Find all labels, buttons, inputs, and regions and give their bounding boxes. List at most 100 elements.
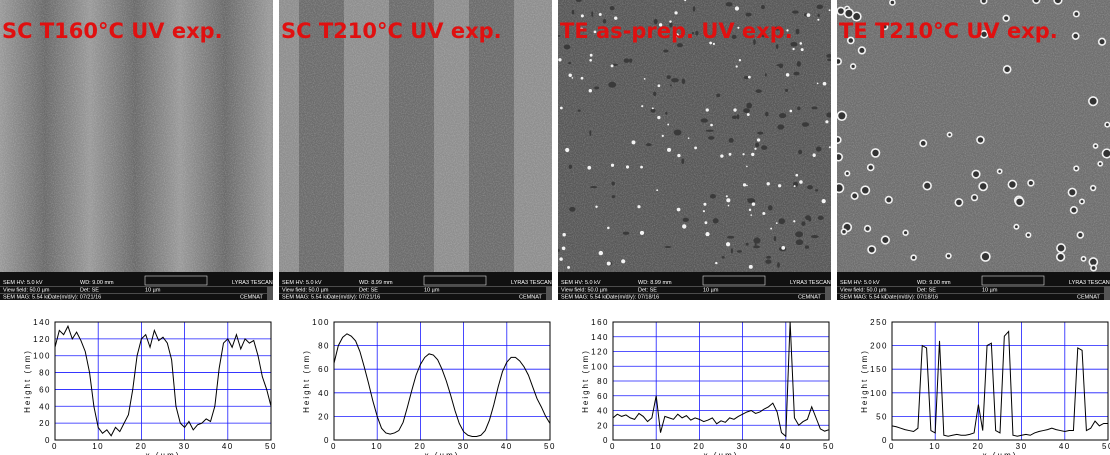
particle <box>561 246 566 251</box>
particle <box>766 182 770 186</box>
info-date: Date(m/d/y): 07/21/16 <box>327 295 380 301</box>
info-mag: SEM MAG: 5.54 kx <box>840 295 887 301</box>
grain <box>797 106 801 111</box>
info-wd: WD: 8.99 mm <box>359 280 393 286</box>
ring <box>889 0 896 6</box>
particle <box>559 106 563 110</box>
particle <box>746 113 750 116</box>
grain <box>645 143 652 147</box>
ring <box>1055 252 1066 262</box>
particle <box>737 26 740 29</box>
particle <box>709 41 713 45</box>
particle <box>562 232 566 237</box>
info-mag: SEM MAG: 5.54 kx <box>282 295 329 301</box>
x-tick-label: 30 <box>1016 442 1028 451</box>
scale-bar <box>423 275 487 286</box>
grain <box>793 71 800 76</box>
ring <box>1069 206 1078 215</box>
info-view: View field: 50.0 µm <box>561 288 608 294</box>
particle <box>702 210 706 213</box>
grain <box>700 118 708 123</box>
particle <box>751 152 755 157</box>
grain <box>765 111 769 117</box>
grain <box>765 259 772 264</box>
y-tick-label: 160 <box>591 318 609 327</box>
scale-bar <box>981 275 1045 286</box>
particle <box>676 207 681 212</box>
particle <box>677 153 681 158</box>
y-tick-label: 0 <box>324 436 330 445</box>
particle <box>567 265 571 269</box>
grain <box>721 255 725 259</box>
grain <box>650 108 656 113</box>
grain <box>807 185 813 190</box>
grain <box>746 102 753 109</box>
ring <box>910 254 917 261</box>
ring <box>851 11 862 22</box>
grain <box>805 215 811 221</box>
info-lab: CEMNAT <box>240 295 263 301</box>
grain <box>773 26 782 31</box>
grain <box>692 6 696 12</box>
y-tick-label: 100 <box>312 318 330 327</box>
grain <box>779 113 787 119</box>
grain <box>777 124 785 130</box>
x-tick-label: 0 <box>331 442 337 451</box>
sem-image: TE as-prep. UV exp. SEM HV: 5.0 kV WD: 8.9… <box>558 0 831 300</box>
info-wd: WD: 9.00 mm <box>917 280 951 286</box>
particle <box>781 245 786 250</box>
info-date: Date(m/d/y): 07/21/16 <box>48 295 101 301</box>
particle <box>684 0 687 2</box>
particle <box>746 184 748 187</box>
y-axis-label: Height (nm) <box>581 349 590 413</box>
particle <box>720 154 724 158</box>
info-bar <box>558 272 831 300</box>
y-tick-label: 80 <box>318 342 330 351</box>
particle <box>786 29 789 32</box>
plot-frame <box>333 321 551 441</box>
ring <box>980 251 991 262</box>
grain <box>755 89 762 93</box>
x-tick-label: 20 <box>693 442 705 451</box>
grain <box>563 44 571 50</box>
grain <box>575 0 582 2</box>
info-hv: SEM HV: 5.0 kV <box>840 280 880 286</box>
x-tick-label: 30 <box>179 442 191 451</box>
x-tick-label: 10 <box>371 442 383 451</box>
info-mag: SEM MAG: 5.54 kx <box>3 295 50 301</box>
particle <box>694 146 698 150</box>
scale-icon <box>825 286 831 300</box>
y-tick-label: 60 <box>39 385 51 394</box>
sem-image: SC T210°C UV exp. SEM HV: 5.0 kV WD: 8.99 … <box>279 0 552 301</box>
particle <box>795 173 799 177</box>
grain <box>726 235 735 239</box>
particle <box>775 222 778 225</box>
particle <box>705 108 709 112</box>
particle <box>667 123 670 126</box>
particle <box>821 199 826 204</box>
y-tick-label: 60 <box>597 392 609 401</box>
particle <box>558 58 562 62</box>
particle <box>828 9 831 12</box>
grain <box>810 235 819 239</box>
grain <box>754 243 757 246</box>
particle <box>733 108 737 112</box>
texture <box>279 0 552 272</box>
ring <box>1101 148 1110 159</box>
particle <box>746 165 748 168</box>
grain <box>568 164 573 169</box>
particle <box>565 147 570 153</box>
y-tick-label: 250 <box>870 318 888 327</box>
panel-title: SC T160°C UV exp. <box>2 19 223 43</box>
grain <box>736 114 740 120</box>
y-tick-label: 40 <box>318 389 330 398</box>
info-hv: SEM HV: 5.0 kV <box>282 280 322 286</box>
grain <box>766 255 772 259</box>
ring <box>1002 65 1012 74</box>
particle <box>754 147 757 150</box>
particle <box>747 75 751 79</box>
particle <box>641 105 644 108</box>
particle <box>703 202 707 206</box>
x-tick-label: 10 <box>92 442 104 451</box>
ring <box>857 46 867 55</box>
